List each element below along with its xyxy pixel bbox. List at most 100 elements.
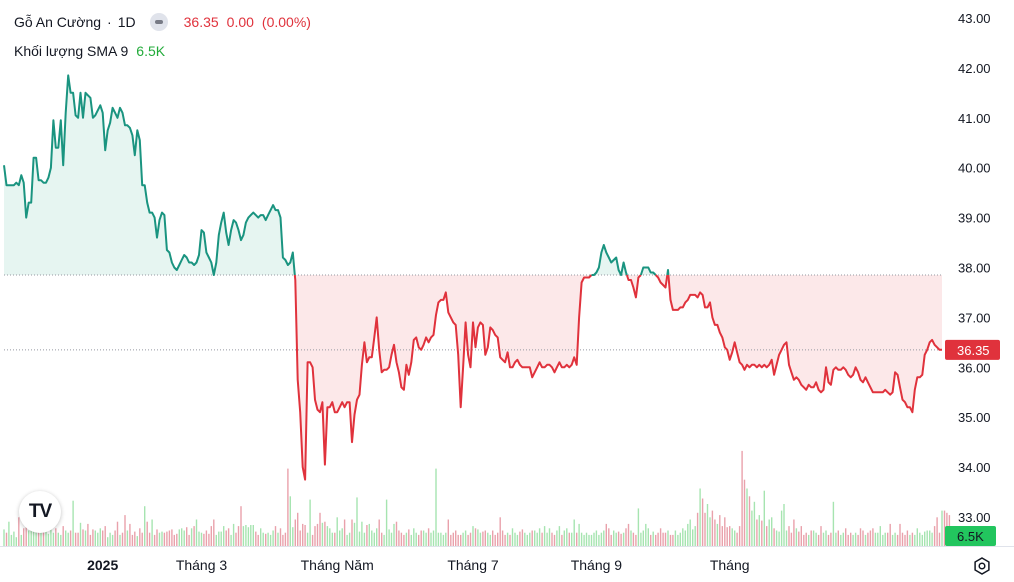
- volume-bar: [534, 530, 536, 546]
- volume-bar: [692, 529, 694, 546]
- volume-bar: [889, 523, 891, 546]
- y-tick-label: 33.00: [958, 510, 991, 525]
- volume-bar: [852, 534, 854, 546]
- volume-bar: [906, 530, 909, 546]
- volume-bar: [346, 534, 348, 546]
- volume-bar: [919, 532, 921, 546]
- volume-bar: [714, 519, 716, 546]
- volume-bar: [265, 533, 267, 546]
- volume-bar: [716, 523, 719, 546]
- volume-bar: [664, 532, 667, 546]
- volume-bar: [509, 534, 511, 546]
- volume-bar: [943, 510, 946, 546]
- volume-bar: [109, 532, 111, 546]
- volume-bar: [28, 530, 30, 546]
- volume-bar: [655, 534, 657, 546]
- volume-bar: [52, 532, 55, 546]
- interval-label[interactable]: 1D: [117, 14, 136, 30]
- volume-bar: [178, 529, 180, 546]
- volume-bar: [699, 488, 701, 546]
- volume-indicator-label[interactable]: Khối lượng SMA 9: [14, 43, 129, 59]
- volume-bar: [694, 526, 696, 546]
- volume-bar: [353, 522, 356, 546]
- volume-bar: [193, 526, 195, 546]
- volume-bar: [684, 530, 686, 546]
- volume-bar: [188, 534, 190, 546]
- volume-bar: [107, 537, 109, 546]
- volume-bar: [418, 534, 420, 546]
- up-price-line-0: [3, 74, 296, 276]
- volume-bar: [924, 531, 926, 546]
- volume-bar: [734, 530, 736, 546]
- volume-bar: [820, 526, 822, 546]
- volume-bar: [55, 528, 57, 546]
- volume-bar: [896, 534, 899, 546]
- volume-bar: [297, 512, 299, 546]
- volume-bar: [845, 528, 847, 546]
- volume-bar: [521, 529, 524, 546]
- settings-gear-icon[interactable]: [969, 553, 995, 579]
- up-area-fill-0: [4, 75, 295, 276]
- volume-bar: [657, 532, 659, 546]
- volume-badge-label: 6.5K: [957, 529, 984, 544]
- volume-bar: [395, 521, 398, 546]
- volume-bar: [783, 504, 785, 546]
- volume-bar: [146, 521, 148, 546]
- volume-bar: [909, 534, 911, 546]
- volume-bar: [23, 528, 25, 546]
- volume-bar: [556, 530, 558, 546]
- volume-bar: [144, 506, 146, 546]
- volume-bar: [548, 528, 551, 546]
- volume-bar: [593, 532, 595, 546]
- tradingview-logo-icon[interactable]: TV: [19, 491, 61, 533]
- volume-bar: [294, 519, 296, 546]
- volume-bar: [632, 532, 635, 546]
- volume-bar: [832, 501, 835, 546]
- volume-bar: [32, 521, 35, 546]
- volume-bar: [141, 532, 143, 546]
- volume-bar: [778, 531, 780, 546]
- volume-bar: [440, 532, 442, 546]
- x-tick-label: 2025: [87, 557, 118, 573]
- volume-bar: [3, 529, 5, 546]
- volume-bar: [899, 523, 901, 546]
- volume-bar: [837, 530, 839, 546]
- symbol-name[interactable]: Gỗ An Cường: [14, 14, 102, 30]
- volume-bar: [331, 532, 333, 546]
- volume-bar: [343, 519, 346, 546]
- volume-bar: [277, 532, 279, 546]
- volume-bar: [452, 532, 454, 546]
- volume-bar: [220, 531, 222, 546]
- volume-bar: [321, 522, 324, 546]
- volume-bar: [455, 530, 457, 546]
- volume-bar: [269, 534, 272, 546]
- logo-text: TV: [28, 501, 52, 522]
- volume-bar: [701, 498, 704, 546]
- volume-bar: [887, 532, 889, 546]
- volume-bar: [336, 517, 338, 546]
- volume-bar: [674, 530, 677, 546]
- volume-bar: [773, 528, 775, 546]
- volume-bar: [368, 523, 370, 546]
- volume-bar: [10, 534, 13, 546]
- volume-bar: [531, 530, 533, 546]
- volume-bar: [124, 515, 126, 546]
- volume-bar: [203, 533, 205, 546]
- down-price-line-3: [625, 274, 642, 299]
- volume-bar: [884, 532, 886, 546]
- volume-bar: [603, 530, 605, 546]
- volume-bar: [398, 530, 400, 546]
- volume-bar: [613, 530, 615, 546]
- volume-bar: [771, 517, 773, 546]
- volume-bar: [543, 526, 546, 546]
- volume-bar: [20, 534, 22, 546]
- volume-bar: [413, 528, 415, 546]
- collapse-legend-icon[interactable]: [149, 13, 168, 31]
- volume-bar: [351, 519, 353, 546]
- volume-bar: [812, 530, 815, 546]
- volume-bar: [869, 530, 872, 546]
- volume-bar: [808, 534, 810, 546]
- volume-bar: [667, 530, 669, 546]
- volume-bar: [719, 515, 721, 546]
